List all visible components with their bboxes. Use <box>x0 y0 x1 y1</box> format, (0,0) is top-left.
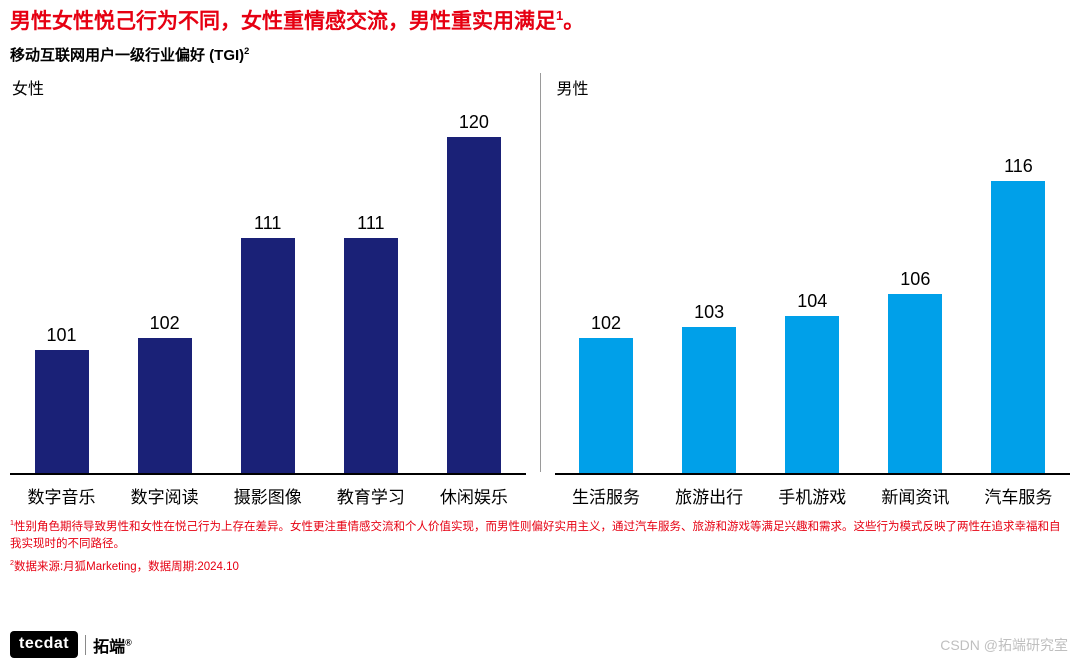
footnote-1-text: 性别角色期待导致男性和女性在悦己行为上存在差异。女性更注重情感交流和个人价值实现… <box>10 521 1061 550</box>
chart-female-categories: 数字音乐 数字阅读 摄影图像 教育学习 休闲娱乐 <box>10 475 526 508</box>
tecdat-logo: tecdat 拓端® <box>10 631 132 658</box>
bar-column: 104 <box>761 291 864 474</box>
bar-value-label: 106 <box>900 269 931 290</box>
bar-value-label: 111 <box>254 213 282 234</box>
category-label: 旅游出行 <box>675 488 744 508</box>
page-title-tail: 。 <box>563 10 585 33</box>
chart-female-title: 女性 <box>12 81 45 99</box>
chart-male-categories: 生活服务 旅游出行 手机游戏 新闻资讯 汽车服务 <box>555 475 1071 508</box>
bar <box>240 238 295 474</box>
footnote-1: 1性别角色期待导致男性和女性在悦己行为上存在差异。女性更注重情感交流和个人价值实… <box>10 518 1068 552</box>
logo-brand-text: 拓端® <box>93 633 132 657</box>
tecdat-logo-mark: tecdat <box>10 631 79 658</box>
bar-value-label: 102 <box>149 313 180 334</box>
csdn-watermark: CSDN @拓端研究室 <box>940 636 1068 653</box>
footnote-2: 2数据来源:月狐Marketing，数据周期:2024.10 <box>10 558 1068 576</box>
chart-female: 女性 101 102 111 111 120 数字音乐 数字阅读 摄影图像 教育学习 休闲娱乐 <box>10 73 526 508</box>
bar-column: 101 <box>10 325 113 474</box>
category-label: 新闻资讯 <box>881 488 950 508</box>
category-label: 手机游戏 <box>778 488 847 508</box>
bar-column: 102 <box>555 313 658 474</box>
page-title-text: 男性女性悦己行为不同，女性重情感交流，男性重实用满足 <box>10 10 556 33</box>
logo-brand-name: 拓端 <box>93 638 126 656</box>
chart-divider <box>539 73 541 473</box>
bar <box>888 294 943 474</box>
category-label: 数字音乐 <box>27 488 96 508</box>
chart-subtitle-sup: 2 <box>244 46 250 57</box>
footnotes: 1性别角色期待导致男性和女性在悦己行为上存在差异。女性更注重情感交流和个人价值实… <box>10 518 1070 576</box>
bar-column: 120 <box>422 112 525 474</box>
bottom-bar: tecdat 拓端® CSDN @拓端研究室 <box>10 631 1068 658</box>
bar-value-label: 102 <box>591 313 622 334</box>
chart-female-plot: 101 102 111 111 120 <box>10 105 526 476</box>
bar-value-label: 120 <box>458 112 489 133</box>
bar <box>579 338 634 474</box>
bar <box>137 338 192 474</box>
category-label: 汽车服务 <box>984 488 1053 508</box>
chart-male-title: 男性 <box>556 81 589 99</box>
logo-registered-mark: ® <box>125 637 132 648</box>
bar-value-label: 103 <box>694 302 725 323</box>
bar <box>34 350 89 474</box>
bar-column: 111 <box>216 213 319 474</box>
charts-row: 女性 101 102 111 111 120 数字音乐 数字阅读 摄影图像 教育学习 休闲娱乐 … <box>10 73 1070 508</box>
chart-subtitle-text: 移动互联网用户一级行业偏好 (TGI) <box>10 47 245 65</box>
bar <box>446 137 501 474</box>
bar-value-label: 104 <box>797 291 828 312</box>
page-title-sup: 1 <box>556 8 564 23</box>
bar-value-label: 116 <box>1004 156 1033 177</box>
bar-column: 116 <box>967 156 1070 474</box>
bar-value-label: 111 <box>357 213 385 234</box>
footnote-1-sup: 1 <box>10 519 14 528</box>
logo-separator <box>85 634 87 655</box>
chart-male: 男性 102 103 104 106 116 生活服务 旅游出行 手机游戏 新闻资讯 汽车服务 <box>554 73 1071 508</box>
bar <box>682 327 737 474</box>
footnote-2-text: 数据来源:月狐Marketing，数据周期:2024.10 <box>13 561 239 574</box>
chart-male-plot: 102 103 104 106 116 <box>554 105 1070 476</box>
category-label: 数字阅读 <box>130 488 199 508</box>
bar-column: 111 <box>319 213 422 474</box>
page-title: 男性女性悦己行为不同，女性重情感交流，男性重实用满足1。 <box>10 8 1070 35</box>
bar <box>991 181 1046 474</box>
bar <box>785 316 840 474</box>
bar <box>343 238 398 474</box>
footnote-2-sup: 2 <box>10 559 14 568</box>
bar-column: 102 <box>113 313 216 474</box>
category-label: 教育学习 <box>336 488 405 508</box>
chart-subtitle: 移动互联网用户一级行业偏好 (TGI)2 <box>10 44 1070 65</box>
bar-column: 106 <box>864 269 967 474</box>
category-label: 摄影图像 <box>233 488 302 508</box>
category-label: 休闲娱乐 <box>439 488 508 508</box>
bar-column: 103 <box>658 302 761 474</box>
category-label: 生活服务 <box>572 488 641 508</box>
bar-value-label: 101 <box>46 325 77 346</box>
